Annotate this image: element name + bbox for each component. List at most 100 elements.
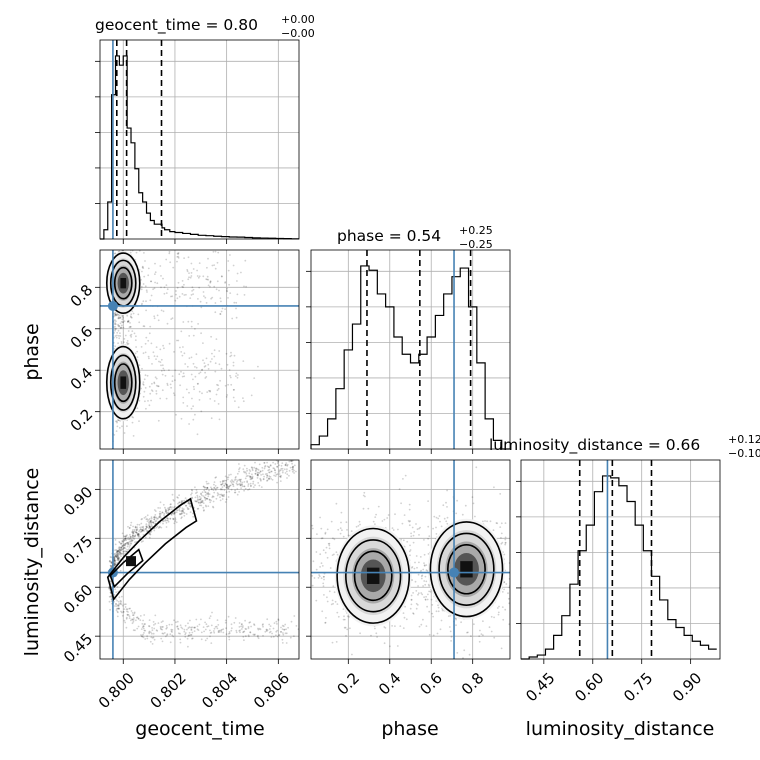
joint-geocent-time-luminosity-distance-point bbox=[124, 543, 127, 545]
joint-geocent-time-phase-point bbox=[181, 285, 184, 288]
joint-geocent-time-luminosity-distance-point bbox=[195, 500, 198, 503]
joint-geocent-time-luminosity-distance-point bbox=[122, 611, 125, 613]
joint-geocent-time-luminosity-distance-point bbox=[171, 623, 173, 626]
joint-geocent-time-luminosity-distance-point bbox=[147, 527, 150, 530]
joint-geocent-time-luminosity-distance-point bbox=[148, 524, 151, 527]
joint-geocent-time-luminosity-distance-point bbox=[159, 515, 162, 517]
joint-geocent-time-luminosity-distance-point bbox=[205, 488, 208, 491]
joint-phase-luminosity-distance-point bbox=[337, 615, 340, 618]
joint-geocent-time-luminosity-distance-point bbox=[140, 634, 142, 636]
joint-geocent-time-luminosity-distance-point bbox=[250, 484, 252, 487]
joint-geocent-time-phase-point bbox=[129, 326, 132, 328]
joint-geocent-time-phase-point bbox=[115, 247, 117, 249]
joint-phase-luminosity-distance-point bbox=[332, 585, 335, 588]
joint-phase-luminosity-distance-point bbox=[524, 577, 526, 579]
joint-geocent-time-phase-point bbox=[146, 291, 148, 293]
joint-geocent-time-luminosity-distance-point bbox=[213, 491, 216, 494]
joint-geocent-time-phase-point bbox=[159, 397, 162, 400]
joint-geocent-time-luminosity-distance-point bbox=[130, 619, 132, 622]
joint-geocent-time-luminosity-distance-point bbox=[228, 490, 231, 493]
joint-phase-luminosity-distance-point bbox=[495, 522, 498, 524]
joint-geocent-time-luminosity-distance-point bbox=[196, 491, 198, 494]
joint-geocent-time-phase-point bbox=[116, 314, 118, 316]
joint-geocent-time-luminosity-distance-point bbox=[127, 548, 130, 551]
joint-phase-luminosity-distance-point bbox=[409, 544, 411, 547]
joint-geocent-time-phase-point bbox=[188, 391, 190, 394]
joint-geocent-time-luminosity-distance-point bbox=[152, 521, 155, 524]
joint-geocent-time-phase-point bbox=[232, 396, 235, 399]
joint-phase-luminosity-distance-point bbox=[482, 620, 484, 623]
title-luminosity-distance-main: luminosity_distance = 0.66 bbox=[489, 436, 700, 455]
joint-geocent-time-luminosity-distance-point bbox=[129, 540, 132, 543]
joint-geocent-time-luminosity-distance-point bbox=[247, 474, 249, 477]
joint-geocent-time-luminosity-distance-point bbox=[113, 557, 116, 559]
joint-geocent-time-phase-point bbox=[171, 375, 174, 377]
joint-geocent-time-luminosity-distance-point bbox=[135, 529, 138, 532]
joint-phase-luminosity-distance-point bbox=[504, 538, 507, 541]
joint-phase-luminosity-distance-point bbox=[499, 493, 502, 495]
joint-geocent-time-luminosity-distance-point bbox=[124, 542, 126, 545]
joint-geocent-time-phase-point bbox=[183, 294, 186, 296]
joint-geocent-time-luminosity-distance-point bbox=[160, 628, 163, 631]
joint-geocent-time-luminosity-distance-point bbox=[180, 517, 183, 520]
joint-geocent-time-luminosity-distance-point bbox=[247, 483, 250, 486]
joint-geocent-time-phase-point bbox=[115, 241, 117, 243]
joint-phase-luminosity-distance-point bbox=[320, 562, 323, 565]
xlabel-luminosity-distance: luminosity_distance bbox=[526, 718, 715, 740]
joint-geocent-time-luminosity-distance-point bbox=[120, 595, 123, 598]
joint-geocent-time-luminosity-distance-point bbox=[249, 482, 252, 485]
joint-geocent-time-luminosity-distance-point bbox=[256, 473, 259, 476]
joint-geocent-time-luminosity-distance-point bbox=[208, 498, 211, 501]
joint-geocent-time-phase-point bbox=[130, 313, 133, 316]
joint-geocent-time-phase-point bbox=[217, 387, 220, 390]
joint-geocent-time-luminosity-distance-point bbox=[246, 481, 249, 484]
joint-phase-luminosity-distance-point bbox=[336, 611, 339, 614]
joint-geocent-time-luminosity-distance-point bbox=[132, 537, 135, 539]
joint-phase-luminosity-distance-point bbox=[435, 516, 438, 519]
joint-geocent-time-luminosity-distance-point bbox=[174, 511, 176, 514]
joint-geocent-time-luminosity-distance-point bbox=[240, 623, 243, 626]
joint-geocent-time-luminosity-distance-point bbox=[120, 546, 123, 548]
joint-geocent-time-luminosity-distance-point bbox=[126, 545, 129, 548]
joint-phase-luminosity-distance-point bbox=[508, 602, 510, 605]
joint-geocent-time-phase-point bbox=[173, 351, 175, 353]
joint-geocent-time-luminosity-distance-point bbox=[213, 627, 216, 630]
joint-phase-luminosity-distance-point bbox=[500, 647, 503, 650]
joint-geocent-time-luminosity-distance-point bbox=[116, 550, 118, 553]
joint-geocent-time-luminosity-distance-point bbox=[283, 454, 285, 456]
joint-phase-luminosity-distance-point bbox=[367, 507, 370, 510]
joint-geocent-time-phase-point bbox=[172, 266, 175, 269]
joint-phase-luminosity-distance-point bbox=[422, 568, 425, 571]
joint-geocent-time-luminosity-distance-point bbox=[187, 645, 189, 648]
joint-geocent-time-luminosity-distance-point bbox=[220, 483, 223, 486]
joint-geocent-time-luminosity-distance-point bbox=[115, 556, 118, 558]
joint-geocent-time-luminosity-distance-point bbox=[124, 542, 127, 545]
joint-geocent-time-phase-point bbox=[232, 389, 235, 391]
joint-geocent-time-luminosity-distance-point bbox=[159, 507, 162, 509]
joint-geocent-time-phase-point bbox=[150, 399, 153, 402]
joint-phase-luminosity-distance-point bbox=[337, 528, 340, 531]
joint-geocent-time-luminosity-distance-point bbox=[227, 632, 230, 635]
joint-geocent-time-phase-point bbox=[163, 286, 166, 289]
joint-geocent-time-luminosity-distance-point bbox=[120, 555, 122, 557]
joint-geocent-time-luminosity-distance-point bbox=[170, 503, 172, 505]
joint-geocent-time-phase-point bbox=[114, 252, 117, 255]
joint-phase-luminosity-distance-point bbox=[490, 615, 493, 618]
joint-geocent-time-luminosity-distance-point bbox=[123, 544, 126, 546]
joint-phase-luminosity-distance-point bbox=[370, 634, 372, 637]
joint-geocent-time-luminosity-distance-point bbox=[202, 509, 205, 512]
joint-phase-luminosity-distance-point bbox=[317, 577, 320, 579]
joint-geocent-time-phase-point bbox=[114, 314, 116, 316]
joint-geocent-time-luminosity-distance-point bbox=[142, 619, 145, 622]
joint-geocent-time-luminosity-distance-point bbox=[208, 498, 211, 501]
joint-geocent-time-phase-point bbox=[121, 240, 123, 242]
y-luminosity-distance-ytick-label-3: 0.90 bbox=[60, 483, 96, 519]
joint-phase-luminosity-distance-point bbox=[326, 600, 329, 603]
joint-geocent-time-luminosity-distance-point bbox=[131, 536, 134, 539]
joint-geocent-time-luminosity-distance-point bbox=[226, 483, 229, 486]
joint-phase-luminosity-distance-point bbox=[500, 532, 503, 535]
joint-geocent-time-luminosity-distance-point bbox=[258, 472, 261, 474]
joint-geocent-time-phase-point bbox=[210, 335, 213, 338]
joint-phase-luminosity-distance-point bbox=[432, 615, 434, 618]
